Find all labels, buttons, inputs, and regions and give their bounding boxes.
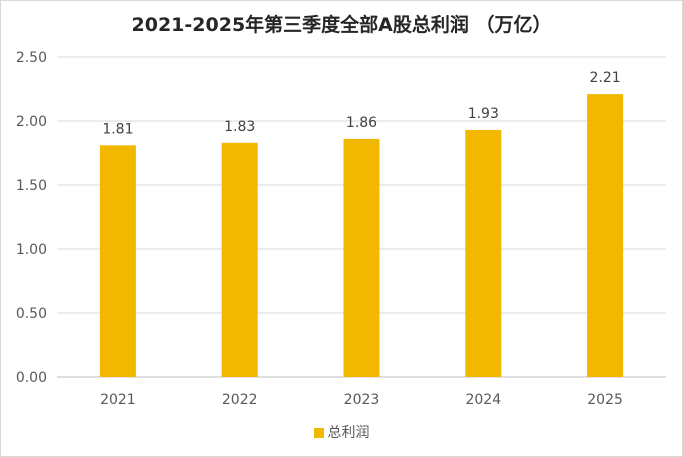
data-label: 2.21: [590, 70, 621, 86]
legend-label: 总利润: [327, 425, 370, 441]
y-tick-label: 1.00: [16, 242, 47, 258]
y-tick-label: 2.50: [16, 50, 47, 66]
x-tick-label: 2021: [100, 392, 136, 408]
bar: [587, 94, 624, 378]
y-tick-label: 0.00: [16, 370, 47, 386]
y-axis-ticks: 0.00 0.50 1.00 1.50 2.00 2.50: [16, 50, 47, 386]
bar: [99, 145, 136, 377]
data-labels: 1.81 1.83 1.86 1.93 2.21: [102, 70, 620, 137]
x-tick-label: 2025: [587, 392, 623, 408]
data-label: 1.81: [102, 121, 133, 137]
bar: [465, 129, 502, 377]
x-tick-label: 2022: [222, 392, 258, 408]
y-tick-label: 1.50: [16, 178, 47, 194]
bar: [343, 138, 380, 377]
bars: [99, 94, 624, 378]
x-tick-label: 2024: [465, 392, 501, 408]
x-axis-ticks: 2021 2022 2023 2024 2025: [100, 392, 623, 408]
legend-swatch: [313, 428, 324, 438]
x-tick-label: 2023: [344, 392, 380, 408]
data-label: 1.83: [224, 119, 255, 135]
data-label: 1.93: [468, 106, 499, 122]
y-tick-label: 2.00: [16, 114, 47, 130]
chart-title: 2021-2025年第三季度全部A股总利润 （万亿）: [131, 14, 552, 36]
bar: [221, 142, 258, 377]
legend: 总利润: [0, 422, 683, 442]
y-tick-label: 0.50: [16, 306, 47, 322]
data-label: 1.86: [346, 115, 377, 131]
